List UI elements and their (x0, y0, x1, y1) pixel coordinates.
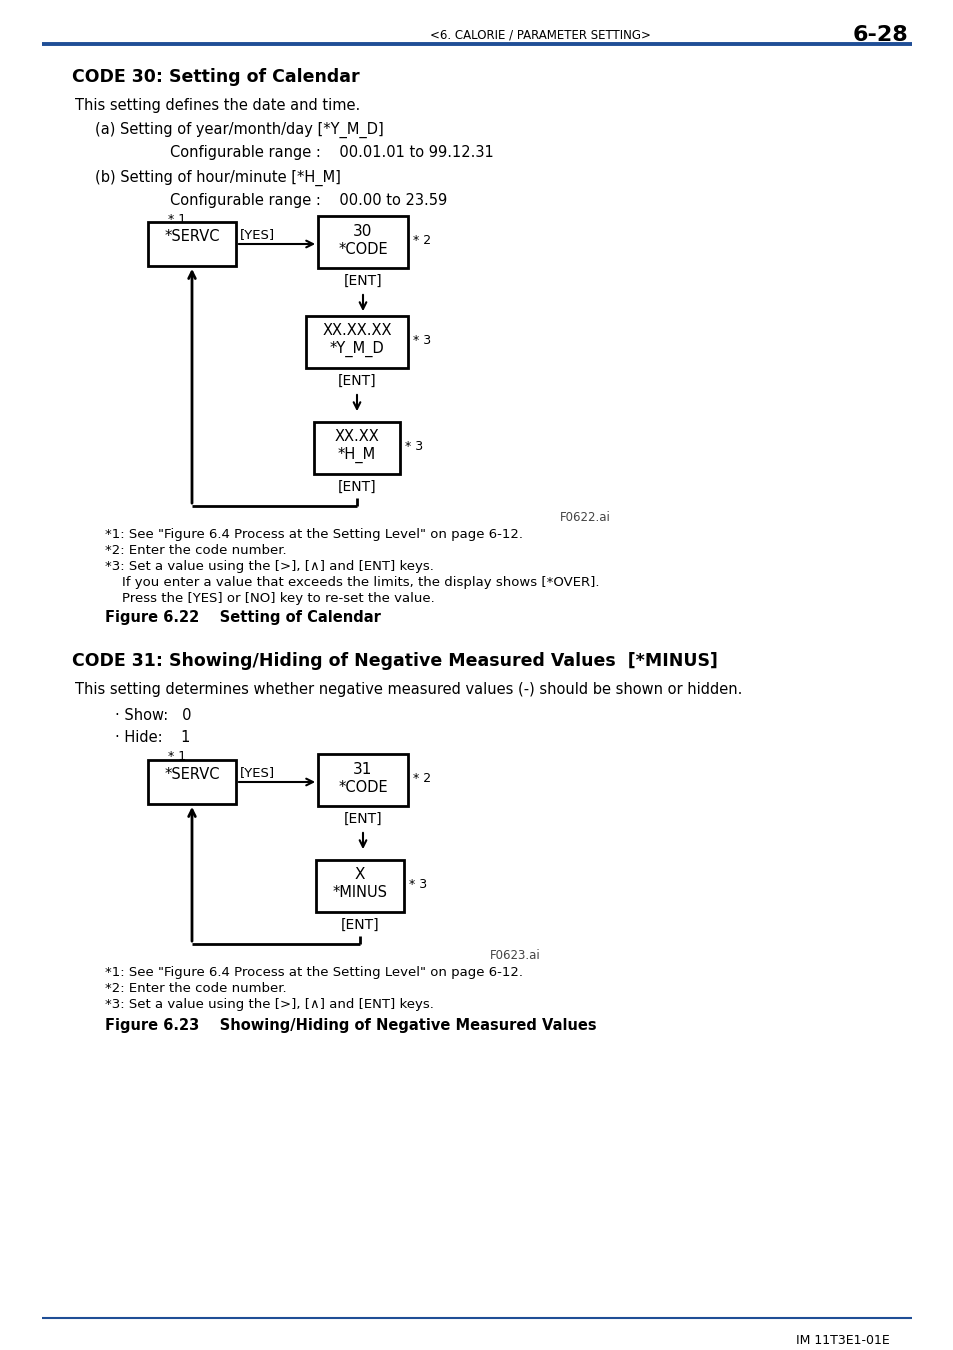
Bar (148, 760, 235, 805)
Text: Figure 6.23    Showing/Hiding of Negative Measured Values: Figure 6.23 Showing/Hiding of Negative M… (105, 1018, 596, 1033)
Text: * 3: * 3 (405, 440, 423, 454)
Text: [ENT]: [ENT] (337, 374, 375, 387)
Text: * 2: * 2 (413, 234, 431, 247)
Text: If you enter a value that exceeds the limits, the display shows [*OVER].: If you enter a value that exceeds the li… (122, 576, 598, 589)
Text: *SERVC: *SERVC (164, 767, 219, 782)
Text: Configurable range :    00.00 to 23.59: Configurable range : 00.00 to 23.59 (170, 193, 447, 208)
Text: This setting defines the date and time.: This setting defines the date and time. (75, 99, 360, 113)
Text: (b) Setting of hour/minute [*H_M]: (b) Setting of hour/minute [*H_M] (95, 170, 340, 186)
Text: *CODE: *CODE (337, 780, 388, 795)
Text: * 1: * 1 (168, 213, 186, 225)
Bar (315, 860, 403, 913)
Text: F0623.ai: F0623.ai (490, 949, 540, 963)
Text: *1: See "Figure 6.4 Process at the Setting Level" on page 6-12.: *1: See "Figure 6.4 Process at the Setti… (105, 967, 522, 979)
Text: F0622.ai: F0622.ai (559, 512, 610, 524)
Text: [ENT]: [ENT] (337, 481, 375, 494)
Text: 31: 31 (353, 761, 373, 778)
Text: *CODE: *CODE (337, 242, 388, 256)
Text: [ENT]: [ENT] (343, 274, 382, 288)
Text: *2: Enter the code number.: *2: Enter the code number. (105, 544, 286, 558)
Text: * 2: * 2 (413, 772, 431, 784)
Text: This setting determines whether negative measured values (-) should be shown or : This setting determines whether negative… (75, 682, 741, 697)
Text: · Hide:    1: · Hide: 1 (115, 730, 191, 745)
Text: *2: Enter the code number.: *2: Enter the code number. (105, 981, 286, 995)
Bar (317, 755, 408, 806)
Text: 30: 30 (353, 224, 373, 239)
Text: CODE 30: Setting of Calendar: CODE 30: Setting of Calendar (71, 68, 359, 86)
Bar (306, 316, 408, 369)
Text: [YES]: [YES] (239, 765, 274, 779)
Text: *3: Set a value using the [>], [∧] and [ENT] keys.: *3: Set a value using the [>], [∧] and [… (105, 560, 434, 572)
Text: * 1: * 1 (168, 751, 186, 763)
Text: *MINUS: *MINUS (333, 886, 387, 900)
Text: *SERVC: *SERVC (164, 230, 219, 244)
Text: (a) Setting of year/month/day [*Y_M_D]: (a) Setting of year/month/day [*Y_M_D] (95, 122, 383, 138)
Text: X: X (355, 867, 365, 882)
Bar (148, 221, 235, 266)
Text: *3: Set a value using the [>], [∧] and [ENT] keys.: *3: Set a value using the [>], [∧] and [… (105, 998, 434, 1011)
Text: 6-28: 6-28 (851, 26, 907, 45)
Text: CODE 31: Showing/Hiding of Negative Measured Values  [*MINUS]: CODE 31: Showing/Hiding of Negative Meas… (71, 652, 717, 670)
Text: *H_M: *H_M (337, 447, 375, 463)
Text: XX.XX: XX.XX (335, 429, 379, 444)
Text: *Y_M_D: *Y_M_D (330, 342, 384, 358)
Text: [ENT]: [ENT] (343, 811, 382, 826)
Text: [YES]: [YES] (239, 228, 274, 242)
Bar (314, 423, 399, 474)
Bar (317, 216, 408, 269)
Text: * 3: * 3 (413, 333, 431, 347)
Text: *1: See "Figure 6.4 Process at the Setting Level" on page 6-12.: *1: See "Figure 6.4 Process at the Setti… (105, 528, 522, 541)
Text: <6. CALORIE / PARAMETER SETTING>: <6. CALORIE / PARAMETER SETTING> (429, 28, 650, 40)
Text: Press the [YES] or [NO] key to re-set the value.: Press the [YES] or [NO] key to re-set th… (122, 593, 435, 605)
Text: XX.XX.XX: XX.XX.XX (322, 323, 392, 338)
Text: IM 11T3E1-01E: IM 11T3E1-01E (796, 1334, 889, 1347)
Text: [ENT]: [ENT] (340, 918, 379, 932)
Text: Configurable range :    00.01.01 to 99.12.31: Configurable range : 00.01.01 to 99.12.3… (170, 144, 494, 161)
Text: Figure 6.22    Setting of Calendar: Figure 6.22 Setting of Calendar (105, 610, 380, 625)
Text: · Show:   0: · Show: 0 (115, 707, 192, 724)
Text: * 3: * 3 (409, 878, 427, 891)
